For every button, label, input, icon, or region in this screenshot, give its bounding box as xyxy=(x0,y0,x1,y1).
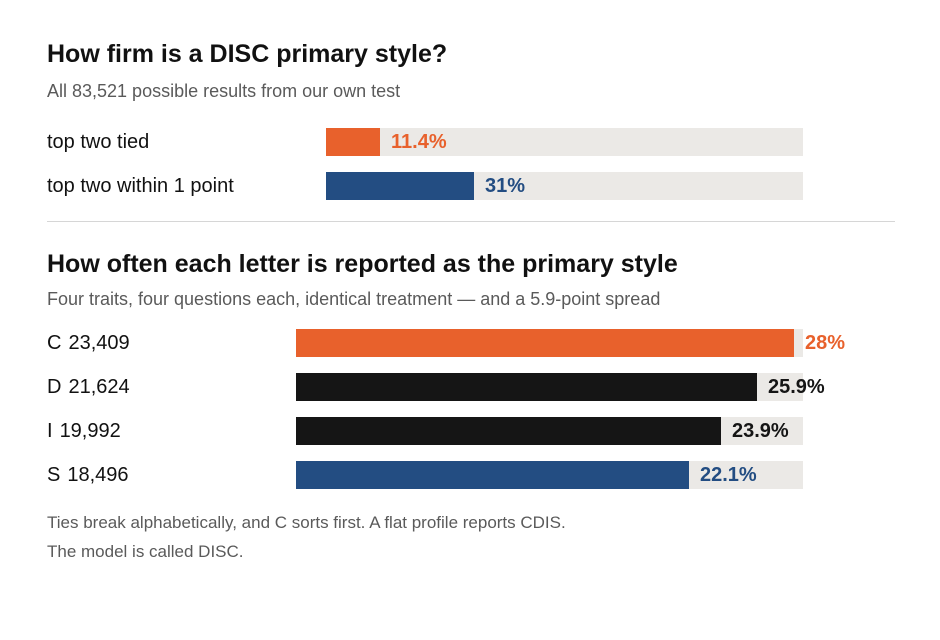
chart1-row: top two within 1 point 31% xyxy=(0,171,940,201)
chart2-row: D 21,624 25.9% xyxy=(0,372,940,402)
chart1-title: How firm is a DISC primary style? xyxy=(47,40,448,68)
chart2-category-label: S 18,496 xyxy=(47,460,129,490)
chart1-bar-track: 31% xyxy=(326,172,803,200)
chart2-bar xyxy=(296,373,757,401)
chart2-bar-track: 22.1% xyxy=(296,461,803,489)
category-count: 19,992 xyxy=(59,420,121,442)
chart2-subtitle: Four traits, four questions each, identi… xyxy=(47,289,661,309)
category-name: top two tied xyxy=(47,131,150,153)
chart2-category-label: D 21,624 xyxy=(47,372,130,402)
category-count: 23,409 xyxy=(68,332,130,354)
chart1-row: top two tied 11.4% xyxy=(0,127,940,157)
chart2-category-label: C 23,409 xyxy=(47,328,130,358)
chart2-category-label: I 19,992 xyxy=(47,416,121,446)
chart2-title: How often each letter is reported as the… xyxy=(47,250,678,278)
chart1-bar xyxy=(326,172,474,200)
section-divider xyxy=(47,221,895,222)
chart1-category-label: top two tied xyxy=(47,127,149,157)
category-name: C xyxy=(47,332,62,354)
chart1-value-label: 31% xyxy=(485,175,526,197)
chart1-bar-track: 11.4% xyxy=(326,128,803,156)
chart1-category-label: top two within 1 point xyxy=(47,171,234,201)
chart2-row: C 23,409 28% xyxy=(0,328,940,358)
category-name: I xyxy=(47,420,53,442)
chart2-bar-track: 23.9% xyxy=(296,417,803,445)
category-name: D xyxy=(47,376,62,398)
footnote-2: The model is called DISC. xyxy=(47,542,244,561)
category-name: top two within 1 point xyxy=(47,175,234,197)
chart2-bar-track: 28% xyxy=(296,329,845,357)
footnote-1: Ties break alphabetically, and C sorts f… xyxy=(47,513,566,532)
chart1-subtitle: All 83,521 possible results from our own… xyxy=(47,81,401,101)
chart1-value-label: 11.4% xyxy=(391,131,447,153)
chart2-row: S 18,496 22.1% xyxy=(0,460,940,490)
chart2-value-label: 22.1% xyxy=(700,464,757,486)
chart2-bar xyxy=(296,461,689,489)
chart2-value-label: 23.9% xyxy=(732,420,789,442)
category-count: 18,496 xyxy=(67,464,129,486)
category-name: S xyxy=(47,464,61,486)
chart2-bar xyxy=(296,417,721,445)
chart2-row: I 19,992 23.9% xyxy=(0,416,940,446)
chart2-value-label: 28% xyxy=(805,332,846,354)
chart2-bar xyxy=(296,329,794,357)
chart2-bar-track: 25.9% xyxy=(296,373,825,401)
chart1-bar xyxy=(326,128,380,156)
chart2-value-label: 25.9% xyxy=(768,376,825,398)
category-count: 21,624 xyxy=(68,376,130,398)
